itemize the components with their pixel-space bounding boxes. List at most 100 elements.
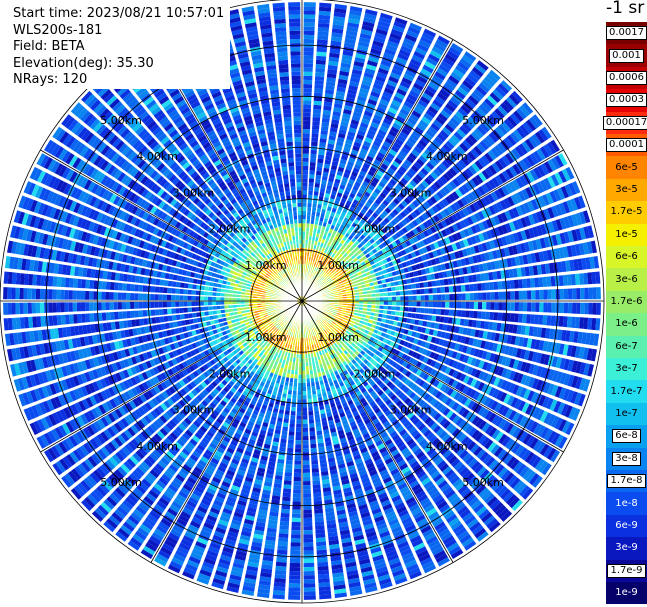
- range-gate: [315, 529, 325, 534]
- range-gate: [303, 542, 314, 547]
- range-gate: [290, 542, 301, 547]
- range-gate: [489, 282, 495, 290]
- range-gate: [309, 265, 312, 270]
- range-gate: [305, 231, 309, 236]
- range-gate: [469, 310, 474, 318]
- range-gate: [326, 223, 331, 229]
- range-gate: [465, 302, 470, 309]
- range-gate: [325, 155, 332, 161]
- range-gate: [302, 423, 308, 428]
- range-gate: [316, 426, 322, 432]
- range-gate: [383, 292, 388, 297]
- range-gate: [317, 438, 324, 444]
- range-gate: [303, 88, 312, 93]
- range-gate: [295, 436, 302, 441]
- range-gate: [332, 24, 344, 30]
- range-gate: [502, 291, 507, 300]
- range-gate: [303, 464, 310, 469]
- range-gate: [289, 377, 294, 383]
- range-gate: [322, 234, 327, 240]
- range-gate: [498, 302, 503, 311]
- range-gate: [324, 97, 333, 103]
- ppi-data-layer: [3, 2, 601, 600]
- range-gate: [377, 20, 391, 28]
- range-gate: [308, 411, 314, 416]
- range-gate: [408, 295, 413, 301]
- range-gate: [338, 74, 349, 81]
- range-gate: [302, 161, 309, 166]
- range-gate: [337, 133, 346, 139]
- range-gate: [311, 211, 316, 216]
- range-gate: [546, 315, 552, 326]
- range-gate: [302, 178, 308, 183]
- range-gate: [387, 310, 392, 315]
- range-gate: [514, 302, 519, 312]
- range-gate: [329, 52, 340, 59]
- range-gate: [424, 295, 429, 301]
- range-gate: [416, 307, 421, 313]
- range-gate: [343, 147, 351, 153]
- range-gate: [336, 86, 346, 93]
- range-gate: [331, 190, 337, 196]
- range-gate: [279, 521, 290, 526]
- range-gate: [302, 431, 309, 437]
- range-gate: [445, 301, 450, 308]
- range-gate: [530, 278, 535, 288]
- range-gate: [303, 2, 316, 7]
- range-gate: [457, 301, 462, 309]
- range-gate: [317, 393, 322, 398]
- range-gate: [302, 444, 309, 449]
- range-gate: [295, 448, 302, 453]
- range-gate: [303, 133, 310, 138]
- range-gate: [436, 287, 441, 294]
- range-gate: [303, 521, 313, 527]
- range-gate: [518, 279, 523, 289]
- range-gate: [530, 314, 535, 324]
- range-gate: [424, 288, 429, 294]
- range-gate: [441, 294, 446, 301]
- range-gate: [576, 302, 581, 314]
- range-gate: [313, 104, 322, 110]
- range-gate: [331, 207, 337, 213]
- range-gate: [323, 218, 329, 223]
- range-gate: [314, 410, 320, 415]
- range-gate: [336, 141, 344, 147]
- range-gate: [387, 292, 392, 296]
- range-gate: [328, 177, 335, 183]
- range-gate: [319, 6, 332, 12]
- range-gate: [321, 179, 327, 185]
- range-gate: [482, 292, 487, 300]
- range-gate: [303, 59, 314, 64]
- range-gate: [294, 456, 302, 461]
- range-gate: [307, 244, 311, 249]
- range-gate: [592, 287, 597, 300]
- range-gate: [390, 282, 395, 287]
- range-gate: [342, 176, 349, 183]
- range-gate: [302, 382, 306, 387]
- range-gate: [343, 109, 352, 115]
- range-gate: [473, 311, 478, 319]
- range-gate: [317, 561, 329, 567]
- range-gate: [340, 121, 349, 127]
- range-gate: [324, 159, 331, 165]
- range-gate: [314, 224, 318, 229]
- range-gate: [310, 447, 317, 453]
- range-gate: [306, 219, 311, 224]
- range-gate: [317, 442, 325, 448]
- range-gate: [322, 171, 329, 177]
- range-gate: [279, 442, 287, 448]
- range-gate: [347, 161, 354, 167]
- range-gate: [348, 157, 356, 164]
- range-gate: [361, 118, 370, 125]
- range-gate: [303, 550, 314, 555]
- range-gate: [290, 415, 296, 420]
- range-gate: [346, 135, 355, 141]
- range-gate: [493, 312, 499, 321]
- range-gate: [336, 192, 343, 198]
- range-gate: [317, 35, 329, 41]
- range-gate: [311, 141, 318, 147]
- range-gate: [346, 93, 356, 99]
- range-gate: [343, 172, 350, 179]
- range-gate: [526, 278, 531, 288]
- range-gate: [306, 227, 310, 232]
